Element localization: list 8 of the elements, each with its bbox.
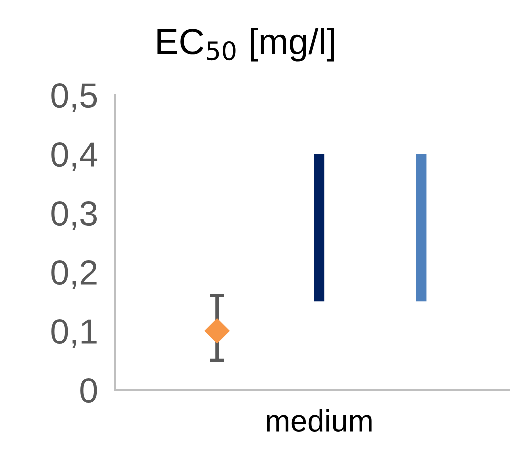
y-tick-label: 0,3 <box>52 201 98 230</box>
y-tick-label: 0,2 <box>52 260 97 290</box>
y-tick-label: 0,5 <box>52 83 98 112</box>
x-tick-label: medium <box>267 410 372 432</box>
y-tick-label: 0 <box>80 378 98 404</box>
chart-title: EC$_{50}$ [mg/l] <box>158 28 334 62</box>
y-tick-label: 0,4 <box>52 142 98 172</box>
y-tick-label: 0,1 <box>52 319 97 348</box>
